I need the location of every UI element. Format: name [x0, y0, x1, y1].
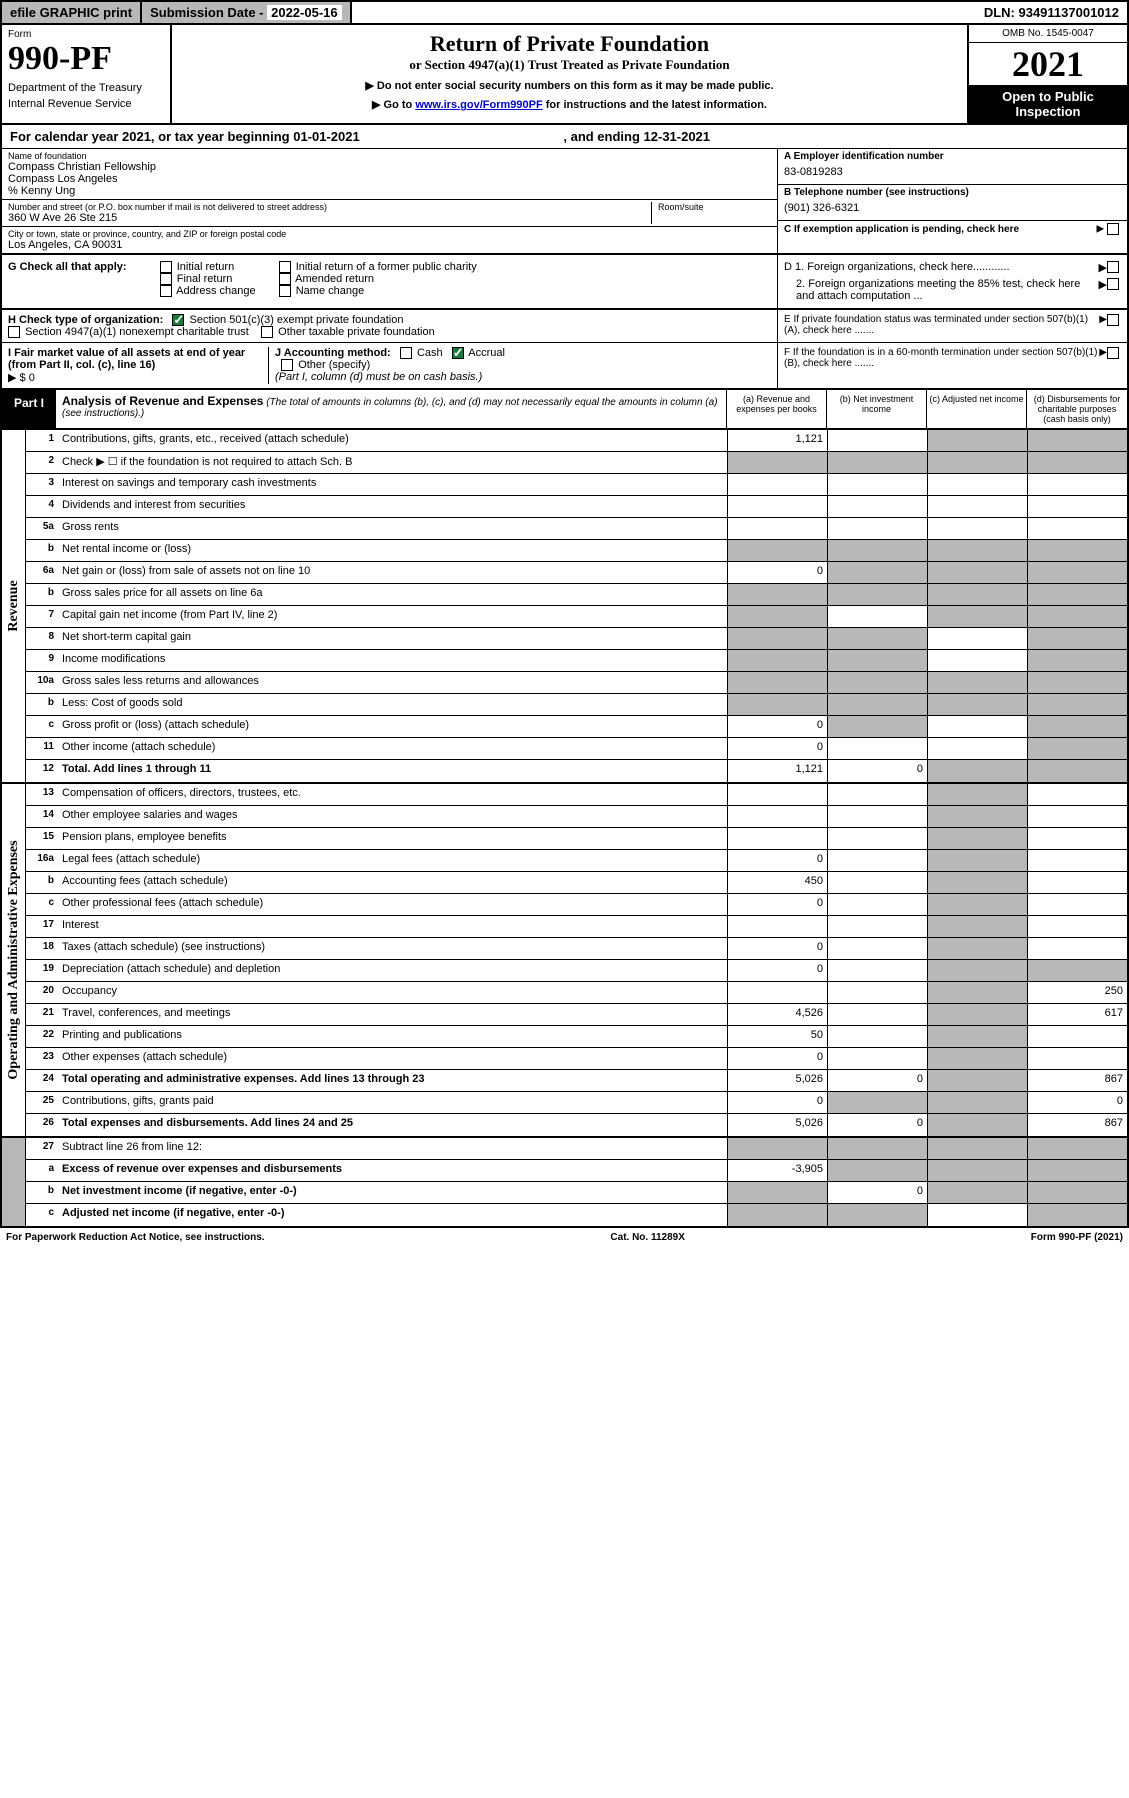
checkbox-4947[interactable] — [8, 326, 20, 338]
checkbox-d2[interactable] — [1107, 278, 1119, 290]
dln-label: DLN: 93491137001012 — [976, 2, 1127, 23]
summary-section: 27Subtract line 26 from line 12:aExcess … — [0, 1138, 1129, 1228]
table-row: 24Total operating and administrative exp… — [26, 1070, 1127, 1092]
table-row: bLess: Cost of goods sold — [26, 694, 1127, 716]
submission-date-label: Submission Date - 2022-05-16 — [142, 2, 352, 23]
checkbox-e[interactable] — [1107, 314, 1119, 326]
table-row: 9Income modifications — [26, 650, 1127, 672]
table-row: 18Taxes (attach schedule) (see instructi… — [26, 938, 1127, 960]
form-id-block: Form 990-PF Department of the Treasury I… — [2, 25, 172, 123]
table-row: 6aNet gain or (loss) from sale of assets… — [26, 562, 1127, 584]
form-header: Form 990-PF Department of the Treasury I… — [0, 25, 1129, 125]
checkbox-final-return[interactable] — [160, 273, 172, 285]
checkbox-name-change[interactable] — [279, 285, 291, 297]
expenses-section: Operating and Administrative Expenses 13… — [0, 784, 1129, 1138]
table-row: 15Pension plans, employee benefits — [26, 828, 1127, 850]
table-row: 1Contributions, gifts, grants, etc., rec… — [26, 430, 1127, 452]
summary-side — [2, 1138, 26, 1226]
g-check-section: G Check all that apply: Initial return F… — [0, 255, 1129, 310]
table-row: 13Compensation of officers, directors, t… — [26, 784, 1127, 806]
top-bar: efile GRAPHIC print Submission Date - 20… — [0, 0, 1129, 25]
part1-header: Part I Analysis of Revenue and Expenses … — [0, 390, 1129, 430]
table-row: cOther professional fees (attach schedul… — [26, 894, 1127, 916]
revenue-section: Revenue 1Contributions, gifts, grants, e… — [0, 430, 1129, 784]
checkbox-cash[interactable] — [400, 347, 412, 359]
year-block: OMB No. 1545-0047 2021 Open to Public In… — [967, 25, 1127, 123]
foundation-name-row: Name of foundation Compass Christian Fel… — [2, 149, 777, 200]
checkbox-501c3[interactable] — [172, 314, 184, 326]
page-footer: For Paperwork Reduction Act Notice, see … — [0, 1228, 1129, 1247]
table-row: bAccounting fees (attach schedule)450 — [26, 872, 1127, 894]
table-row: 19Depreciation (attach schedule) and dep… — [26, 960, 1127, 982]
form-title-block: Return of Private Foundation or Section … — [172, 25, 967, 123]
checkbox-f[interactable] — [1107, 347, 1119, 359]
exemption-row: C If exemption application is pending, c… — [778, 221, 1127, 237]
table-row: bNet investment income (if negative, ent… — [26, 1182, 1127, 1204]
table-row: bGross sales price for all assets on lin… — [26, 584, 1127, 606]
table-row: 12Total. Add lines 1 through 111,1210 — [26, 760, 1127, 782]
city-row: City or town, state or province, country… — [2, 227, 777, 253]
h-row: H Check type of organization: Section 50… — [0, 310, 1129, 343]
table-row: 4Dividends and interest from securities — [26, 496, 1127, 518]
table-row: 27Subtract line 26 from line 12: — [26, 1138, 1127, 1160]
revenue-side-label: Revenue — [2, 430, 26, 782]
table-row: 17Interest — [26, 916, 1127, 938]
expenses-side-label: Operating and Administrative Expenses — [2, 784, 26, 1136]
checkbox-initial-return[interactable] — [160, 261, 172, 273]
checkbox-accrual[interactable] — [452, 347, 464, 359]
form-number: 990-PF — [8, 40, 164, 78]
table-row: 8Net short-term capital gain — [26, 628, 1127, 650]
ein-row: A Employer identification number 83-0819… — [778, 149, 1127, 185]
table-row: aExcess of revenue over expenses and dis… — [26, 1160, 1127, 1182]
table-row: 10aGross sales less returns and allowanc… — [26, 672, 1127, 694]
checkbox-address-change[interactable] — [160, 285, 172, 297]
address-row: Number and street (or P.O. box number if… — [2, 200, 777, 227]
table-row: 21Travel, conferences, and meetings4,526… — [26, 1004, 1127, 1026]
calendar-year-row: For calendar year 2021, or tax year begi… — [0, 125, 1129, 149]
checkbox-other-taxable[interactable] — [261, 326, 273, 338]
checkbox-initial-former[interactable] — [279, 261, 291, 273]
table-row: cAdjusted net income (if negative, enter… — [26, 1204, 1127, 1226]
col-d-header: (d) Disbursements for charitable purpose… — [1027, 390, 1127, 428]
col-c-header: (c) Adjusted net income — [927, 390, 1027, 428]
checkbox-amended[interactable] — [279, 273, 291, 285]
efile-label: efile GRAPHIC print — [2, 2, 142, 23]
table-row: 14Other employee salaries and wages — [26, 806, 1127, 828]
instructions-link[interactable]: www.irs.gov/Form990PF — [415, 99, 542, 111]
table-row: 3Interest on savings and temporary cash … — [26, 474, 1127, 496]
table-row: 20Occupancy250 — [26, 982, 1127, 1004]
ij-row: I Fair market value of all assets at end… — [0, 343, 1129, 390]
table-row: 26Total expenses and disbursements. Add … — [26, 1114, 1127, 1136]
checkbox-c[interactable] — [1107, 223, 1119, 235]
col-a-header: (a) Revenue and expenses per books — [727, 390, 827, 428]
col-b-header: (b) Net investment income — [827, 390, 927, 428]
table-row: bNet rental income or (loss) — [26, 540, 1127, 562]
table-row: 23Other expenses (attach schedule)0 — [26, 1048, 1127, 1070]
checkbox-other-method[interactable] — [281, 359, 293, 371]
table-row: cGross profit or (loss) (attach schedule… — [26, 716, 1127, 738]
checkbox-d1[interactable] — [1107, 261, 1119, 273]
phone-row: B Telephone number (see instructions) (9… — [778, 185, 1127, 221]
table-row: 25Contributions, gifts, grants paid00 — [26, 1092, 1127, 1114]
table-row: 7Capital gain net income (from Part IV, … — [26, 606, 1127, 628]
table-row: 5aGross rents — [26, 518, 1127, 540]
table-row: 22Printing and publications50 — [26, 1026, 1127, 1048]
table-row: 11Other income (attach schedule)0 — [26, 738, 1127, 760]
entity-info-block: Name of foundation Compass Christian Fel… — [0, 149, 1129, 255]
table-row: 2Check ▶ ☐ if the foundation is not requ… — [26, 452, 1127, 474]
table-row: 16aLegal fees (attach schedule)0 — [26, 850, 1127, 872]
